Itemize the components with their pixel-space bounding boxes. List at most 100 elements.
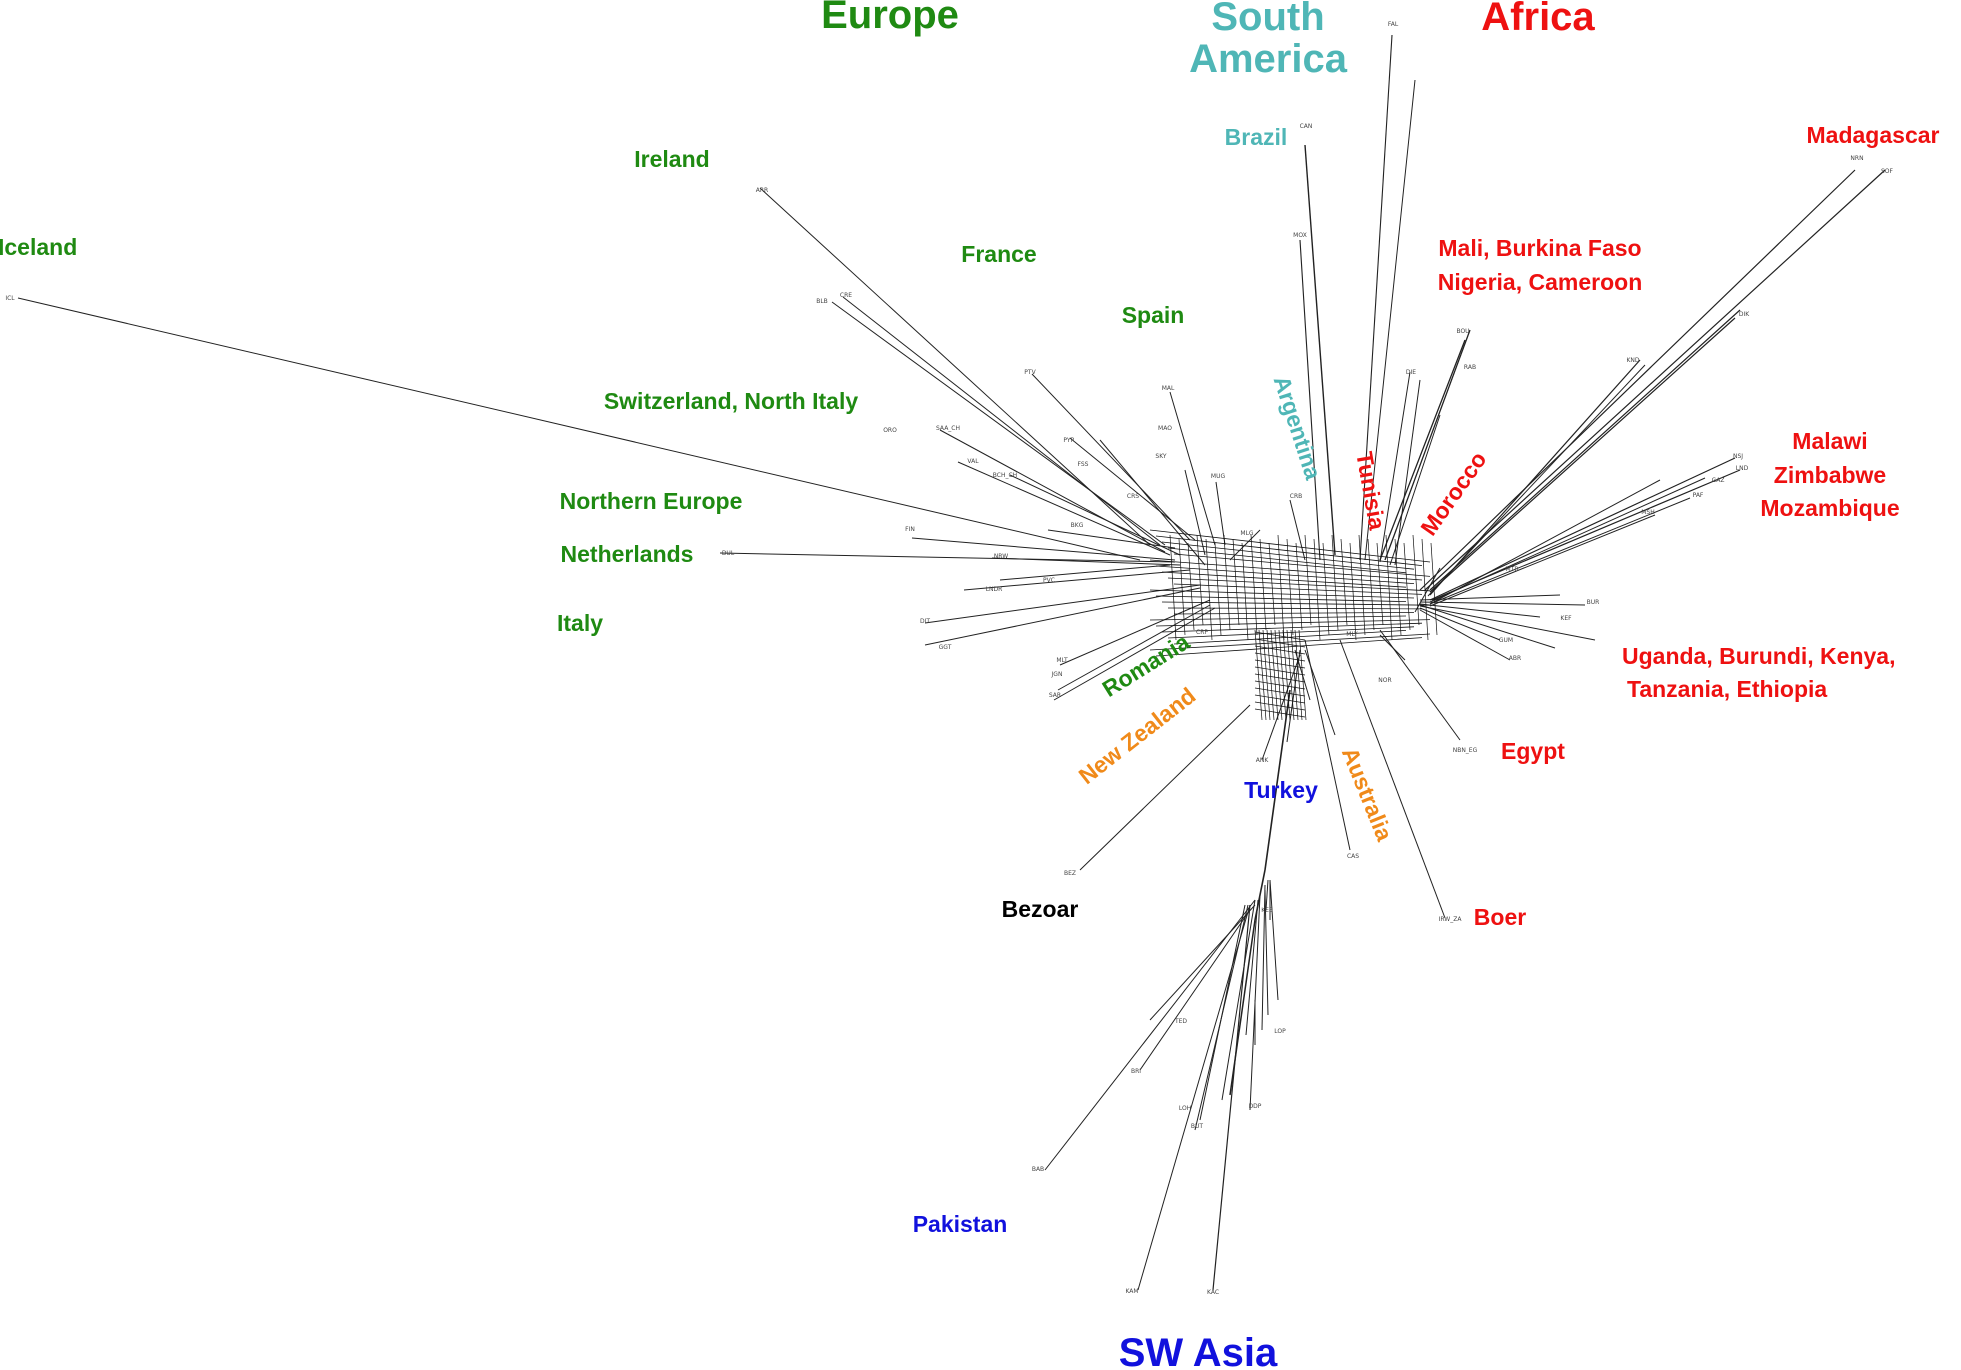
core-mesh-line bbox=[1349, 542, 1357, 641]
tip-label-mug: MUG bbox=[1211, 473, 1226, 480]
network-branch bbox=[719, 552, 1176, 563]
tip-label-bou: BOU bbox=[1456, 328, 1469, 335]
core-mesh-line bbox=[1254, 652, 1306, 662]
network-branch bbox=[1047, 529, 1176, 549]
network-branch bbox=[1419, 603, 1541, 618]
tip-label-ted: TED bbox=[1174, 1018, 1187, 1025]
core-mesh-line bbox=[1173, 630, 1407, 645]
core-mesh-line bbox=[1403, 542, 1411, 631]
tip-label-sky: SKY bbox=[1155, 453, 1167, 460]
core-mesh-line bbox=[1331, 534, 1339, 631]
header-south-america-line1: South bbox=[1211, 0, 1324, 39]
tip-label-bur: BUR bbox=[1587, 599, 1600, 606]
network-branch bbox=[1379, 371, 1411, 563]
tip-label-gaz: GAZ bbox=[1712, 477, 1725, 484]
tip-label-crb: CRB bbox=[1290, 493, 1302, 500]
tip-label-gum: GUM bbox=[1499, 637, 1513, 644]
tip-label-rab: RAB bbox=[1464, 364, 1476, 371]
tip-label-pyr: PYR bbox=[1063, 437, 1074, 444]
core-mesh-line bbox=[1290, 629, 1299, 721]
network-branch bbox=[1427, 364, 1646, 597]
tip-labels: ICL ARR CRE BLB PTV PYR FSS ORO SAA_CH VAL BCH_CH C… bbox=[5, 21, 1893, 1296]
network-branch bbox=[1265, 879, 1269, 911]
network-branch bbox=[1429, 359, 1641, 596]
core-mesh-line bbox=[1254, 708, 1306, 718]
core-mesh-line bbox=[1161, 601, 1431, 606]
network-branch bbox=[1419, 607, 1501, 641]
tip-label-dit: DIT bbox=[920, 618, 930, 625]
core-mesh-line bbox=[1376, 542, 1384, 626]
core-mesh-line bbox=[1155, 637, 1423, 657]
network-branch bbox=[1389, 414, 1441, 566]
core-mesh-line bbox=[1340, 538, 1348, 626]
network-branch bbox=[1419, 169, 1856, 591]
tip-label-kef: KEF bbox=[1560, 615, 1572, 622]
network-branch bbox=[1339, 639, 1446, 919]
tip-label-ddp: DDP bbox=[1249, 1103, 1262, 1110]
tip-label-bez: BEZ bbox=[1064, 870, 1076, 877]
tip-label-kes: KES bbox=[1261, 907, 1273, 914]
core-mesh-line bbox=[1149, 589, 1415, 599]
label-turkey: Turkey bbox=[1244, 777, 1318, 803]
tip-label-bab: BAB bbox=[1032, 1166, 1044, 1173]
tip-label-crp: CRP bbox=[1196, 629, 1208, 636]
tip-label-sar: SAR bbox=[1049, 692, 1061, 699]
tip-label-mtb: MTB bbox=[1506, 566, 1519, 573]
core-mesh-line bbox=[1277, 534, 1285, 641]
tip-label-fss: FSS bbox=[1078, 461, 1089, 468]
network-branch bbox=[999, 564, 1171, 581]
tip-label-paf: PAF bbox=[1693, 492, 1704, 499]
network-branch bbox=[1269, 879, 1279, 1001]
tip-label-loh: LOH bbox=[1179, 1105, 1191, 1112]
label-west-africa-line1: Mali, Burkina Faso bbox=[1438, 235, 1641, 261]
core-mesh-line bbox=[1149, 529, 1431, 563]
core-mesh-line bbox=[1367, 538, 1375, 631]
tip-label-but: BUT bbox=[1191, 1123, 1204, 1130]
network-branch bbox=[939, 429, 1166, 553]
tip-label-nsj: NSJ bbox=[1733, 453, 1743, 460]
label-northern-europe: Northern Europe bbox=[560, 488, 743, 514]
network-branch bbox=[1009, 474, 1181, 556]
core-mesh-line bbox=[1223, 534, 1231, 631]
label-france: France bbox=[961, 241, 1036, 267]
label-east-africa-line1: Uganda, Burundi, Kenya, bbox=[1622, 643, 1895, 669]
tip-label-nor: NOR bbox=[1378, 677, 1391, 684]
header-south-america-line2: America bbox=[1189, 37, 1348, 81]
tip-label-mao: MAO bbox=[1158, 425, 1172, 432]
network-branch bbox=[1414, 567, 1441, 613]
tip-label-abr: ABR bbox=[1509, 655, 1521, 662]
tip-label-pvc: PVC bbox=[1043, 577, 1055, 584]
core-mesh-line bbox=[1313, 538, 1321, 641]
core-mesh-line bbox=[1358, 534, 1366, 636]
network-branch bbox=[1059, 599, 1211, 666]
core-mesh-line bbox=[1178, 538, 1186, 636]
network-branch bbox=[924, 584, 1201, 624]
label-brazil: Brazil bbox=[1225, 124, 1288, 150]
core-mesh-line bbox=[1250, 534, 1258, 636]
network-branch bbox=[17, 297, 1141, 561]
tip-label-saa: SAA_CH bbox=[936, 425, 960, 432]
core-mesh-line bbox=[1167, 607, 1423, 610]
core-mesh-line bbox=[1149, 633, 1431, 651]
network-branch bbox=[991, 557, 1181, 566]
tip-label-ptv: PTV bbox=[1024, 369, 1036, 376]
network-branch bbox=[1261, 884, 1266, 1031]
core-mesh-line bbox=[1149, 615, 1407, 621]
tip-label-msh: MSH bbox=[1641, 509, 1655, 516]
core-mesh-line bbox=[1167, 547, 1407, 574]
network-edges bbox=[17, 34, 1886, 1291]
label-madagascar: Madagascar bbox=[1807, 122, 1940, 148]
network-core-mesh bbox=[1149, 529, 1438, 721]
core-mesh-line bbox=[1254, 673, 1306, 683]
header-africa: Africa bbox=[1481, 0, 1595, 39]
label-new-zealand: New Zealand bbox=[1074, 682, 1201, 789]
network-branch bbox=[1429, 479, 1661, 605]
label-switzerland-north-italy: Switzerland, North Italy bbox=[604, 388, 859, 414]
network-branch bbox=[1384, 329, 1471, 561]
tip-label-bri: BRI bbox=[1131, 1068, 1141, 1075]
label-ireland: Ireland bbox=[634, 146, 709, 172]
core-mesh-line bbox=[1254, 680, 1306, 690]
network-branch bbox=[1304, 144, 1336, 556]
label-italy: Italy bbox=[557, 610, 603, 636]
